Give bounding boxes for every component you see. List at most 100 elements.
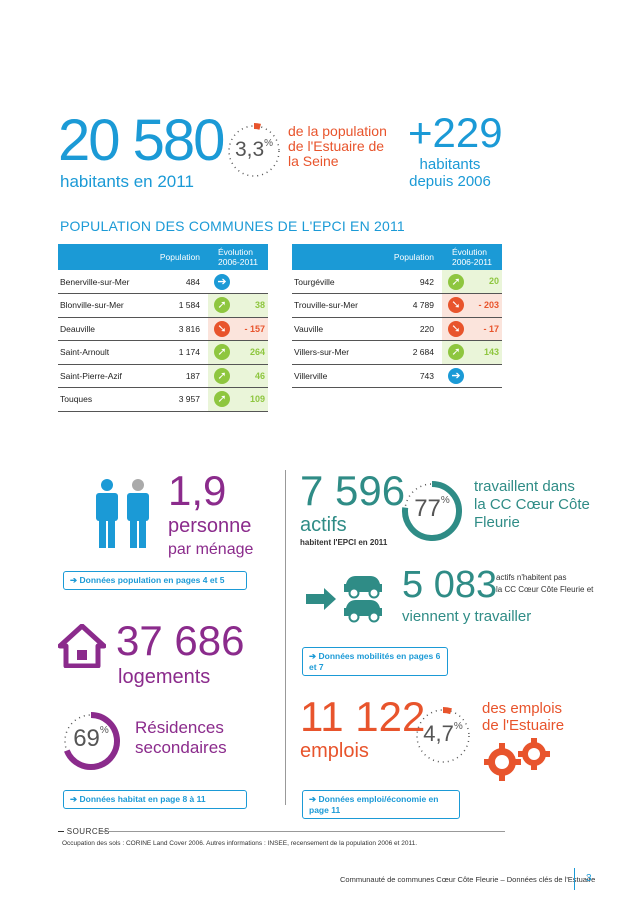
- housing-link[interactable]: ➔ Données habitat en page 8 à 11: [63, 790, 247, 809]
- arrow-down-icon: ➘: [214, 320, 230, 337]
- jobs-number: 11 122: [300, 693, 426, 740]
- share-unit: %: [264, 138, 274, 149]
- jobs-link[interactable]: ➔ Données emploi/économie en page 11: [302, 790, 460, 819]
- commune-population: 3 816: [156, 317, 208, 341]
- commune-evolution: ➔: [208, 270, 268, 294]
- commune-name: Villerville: [292, 364, 390, 388]
- commune-population: 3 957: [156, 387, 208, 412]
- commune-population: 187: [156, 364, 208, 388]
- table-title: POPULATION DES COMMUNES DE L'EPCI EN 201…: [60, 218, 405, 234]
- table-row: Benerville-sur-Mer 484 ➔: [58, 270, 268, 294]
- secondary-gauge: 69%: [58, 708, 124, 774]
- arrow-right-icon: ➔: [448, 367, 464, 384]
- commune-evolution: ➚ 143: [442, 340, 502, 365]
- housing-label: logements: [118, 666, 211, 688]
- jobs-link-label: Données emploi/économie en page 11: [309, 794, 439, 815]
- col-population: Population: [390, 244, 442, 270]
- population-table-left: Population Évolution 2006-2011 Benervill…: [58, 244, 268, 412]
- commuters-number: 5 083: [402, 564, 498, 606]
- secondary-unit: %: [99, 725, 109, 736]
- share-gauge: 3,3%: [222, 119, 286, 183]
- secondary-label1: Résidences: [135, 718, 224, 737]
- sources-title: SOURCES: [58, 827, 110, 836]
- workers-share-text1: travaillent dans: [474, 478, 575, 495]
- workers-sublabel: habitent l'EPCI en 2011: [300, 538, 388, 547]
- workers-share-text: travaillent dans la CC Cœur Côte Fleurie: [474, 478, 590, 532]
- col-evolution: Évolution 2006-2011: [442, 244, 502, 270]
- household-link-label: Données population en pages 4 et 5: [79, 575, 225, 585]
- workers-link[interactable]: ➔ Données mobilités en pages 6 et 7: [302, 647, 448, 676]
- evolution-value: 20: [488, 276, 499, 286]
- commune-population: 484: [156, 270, 208, 294]
- jobs-share-wrap: 4,7%: [416, 721, 470, 747]
- workers-label: actifs: [300, 514, 347, 536]
- arrow-down-icon: ➘: [448, 297, 464, 314]
- commune-population: 2 684: [390, 340, 442, 365]
- evolution-value: - 17: [483, 323, 499, 334]
- household-link[interactable]: ➔ Données population en pages 4 et 5: [63, 571, 247, 590]
- jobs-gauge: 4,7%: [410, 703, 476, 769]
- sources-rule: [100, 831, 505, 832]
- workers-share-value: 77: [414, 495, 441, 522]
- commuters-text1: actifs n'habitent pas: [496, 573, 567, 582]
- secondary-value: 69: [73, 725, 100, 752]
- table-row: Villers-sur-Mer 2 684 ➚ 143: [292, 340, 502, 365]
- commune-evolution: ➘ - 17: [442, 317, 502, 341]
- arrow-up-icon: ➚: [448, 273, 464, 290]
- commune-name: Saint-Arnoult: [58, 340, 156, 365]
- arrow-right-icon: ➔: [214, 273, 230, 290]
- commune-name: Benerville-sur-Mer: [58, 270, 156, 294]
- commune-population: 4 789: [390, 293, 442, 318]
- page-number: 3: [586, 873, 592, 884]
- jobs-label: emplois: [300, 740, 369, 762]
- growth-number: +229: [408, 109, 503, 156]
- household-label2: par ménage: [168, 541, 254, 558]
- workers-share-text2: la CC Cœur Côte: [474, 496, 590, 513]
- jobs-share-text2: de l'Estuaire: [482, 717, 565, 734]
- commune-name: Tourgéville: [292, 270, 390, 294]
- jobs-share-unit: %: [453, 721, 463, 732]
- housing-link-label: Données habitat en page 8 à 11: [79, 794, 206, 804]
- arrow-up-icon: ➚: [448, 344, 464, 361]
- share-gauge-svg: [228, 123, 280, 177]
- arrow-up-icon: ➚: [214, 391, 230, 408]
- arrow-up-icon: ➚: [214, 344, 230, 361]
- table-row: Vauville 220 ➘ - 17: [292, 317, 502, 341]
- house-icon: [57, 623, 107, 673]
- arrow-up-icon: ➚: [214, 367, 230, 384]
- evolution-value: 143: [483, 347, 499, 357]
- population-number: 20 580: [58, 108, 225, 173]
- footer-text: Communauté de communes Cœur Côte Fleurie…: [340, 875, 596, 884]
- arrow-up-icon: ➚: [214, 297, 230, 314]
- jobs-share-text: des emplois de l'Estuaire: [482, 700, 564, 734]
- table-row: Saint-Arnoult 1 174 ➚ 264: [58, 340, 268, 365]
- commuters-text2: la CC Cœur Côte Fleurie et: [496, 585, 594, 594]
- col-evolution: Évolution 2006-2011: [208, 244, 268, 270]
- growth-label: habitants depuis 2006: [409, 156, 491, 190]
- population-table-right: Population Évolution 2006-2011 Tourgévil…: [292, 244, 502, 388]
- commune-evolution: ➚ 109: [208, 387, 268, 412]
- jobs-share-text1: des emplois: [482, 700, 563, 717]
- workers-number: 7 596: [300, 467, 406, 514]
- jobs-share-value: 4,7: [423, 721, 454, 746]
- commune-population: 942: [390, 270, 442, 294]
- sources-text: Occupation des sols : CORINE Land Cover …: [62, 840, 418, 847]
- commune-population: 743: [390, 364, 442, 388]
- commuters-text: actifs n'habitent pas la CC Cœur Côte Fl…: [496, 572, 593, 596]
- table-row: Trouville-sur-Mer 4 789 ➘ - 203: [292, 293, 502, 318]
- col-population: Population: [156, 244, 208, 270]
- evolution-value: - 203: [478, 300, 499, 310]
- table-row: Saint-Pierre-Azif 187 ➚ 46: [58, 364, 268, 388]
- commune-population: 220: [390, 317, 442, 341]
- column-divider: [285, 470, 286, 805]
- table-row: Villerville 743 ➔: [292, 364, 502, 388]
- share-value-wrap: 3,3%: [228, 138, 280, 162]
- gears-icon: [483, 738, 560, 787]
- workers-share-wrap: 77%: [404, 495, 460, 523]
- household-label1: personne: [168, 515, 252, 537]
- population-label: habitants en 2011: [60, 172, 194, 191]
- household-number: 1,9: [168, 467, 227, 514]
- commune-name: Saint-Pierre-Azif: [58, 364, 156, 388]
- commune-evolution: ➘ - 157: [208, 317, 268, 341]
- sources-dash: [58, 831, 64, 833]
